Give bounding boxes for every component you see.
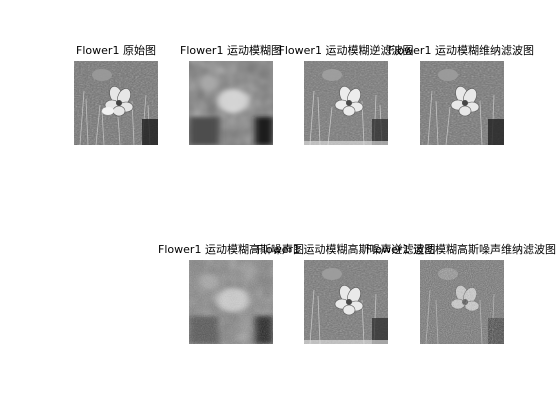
panel-title: Flower1 运动模糊高斯噪声维纳滤波图: [366, 243, 556, 256]
panel-title: Flower1 运动模糊高斯噪声逆滤波图: [256, 243, 436, 256]
panel-title: Flower1 运动模糊维纳滤波图: [388, 44, 534, 57]
flower-image-graphic: [189, 61, 273, 145]
flower-image-motion-blur: [189, 61, 273, 145]
flower-image-motion-blur-inverse: [304, 61, 388, 145]
flower-image-graphic: [304, 61, 388, 145]
panel-title: Flower1 运动模糊逆滤波图: [278, 44, 414, 57]
flower-image-original: [74, 61, 158, 145]
flower-image-graphic: [420, 61, 504, 145]
flower-image-graphic: [304, 260, 388, 344]
panel-title: Flower1 原始图: [76, 44, 156, 57]
flower-image-noise-wiener: [420, 260, 504, 344]
flower-image-graphic: [74, 61, 158, 145]
panel-title: Flower1 运动模糊图: [180, 44, 282, 57]
flower-image-graphic: [420, 260, 504, 344]
panel-title: Flower1 运动模糊高斯噪声图: [158, 243, 304, 256]
flower-image-motion-blur-wiener: [420, 61, 504, 145]
flower-image-graphic: [189, 260, 273, 344]
flower-image-noise-inverse: [304, 260, 388, 344]
flower-image-motion-blur-noise: [189, 260, 273, 344]
